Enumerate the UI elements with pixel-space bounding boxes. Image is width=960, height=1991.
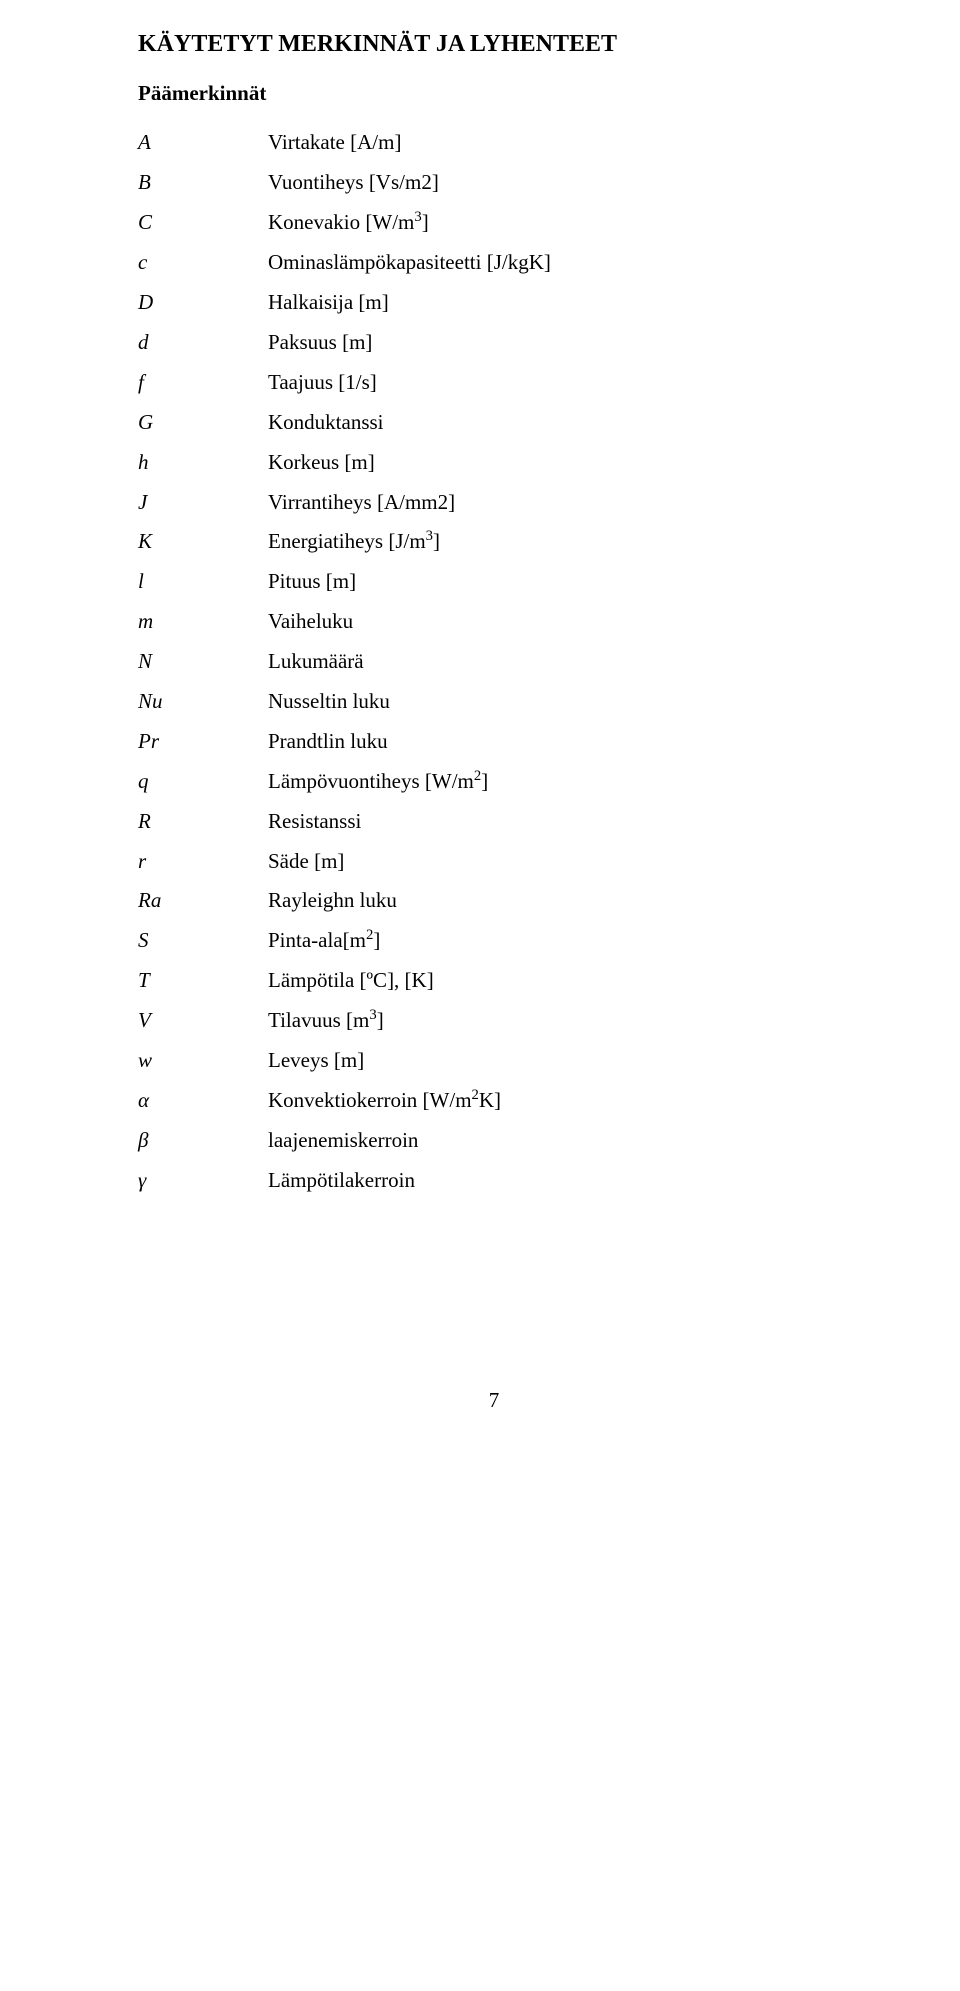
notation-row: RResistanssi <box>138 802 850 842</box>
notation-row: mVaiheluku <box>138 602 850 642</box>
description: Pinta-ala[m2] <box>268 921 850 961</box>
symbol: q <box>138 762 268 802</box>
notation-list: AVirtakate [A/m]BVuontiheys [Vs/m2]CKone… <box>138 123 850 1200</box>
symbol: f <box>138 363 268 403</box>
description: Lämpövuontiheys [W/m2] <box>268 762 850 802</box>
symbol: D <box>138 283 268 323</box>
notation-row: cOminaslämpökapasiteetti [J/kgK] <box>138 243 850 283</box>
description: Vuontiheys [Vs/m2] <box>268 163 850 203</box>
description: Halkaisija [m] <box>268 283 850 323</box>
notation-row: βlaajenemiskerroin <box>138 1121 850 1161</box>
symbol: G <box>138 403 268 443</box>
symbol: m <box>138 602 268 642</box>
symbol: d <box>138 323 268 363</box>
notation-row: qLämpövuontiheys [W/m2] <box>138 762 850 802</box>
description: Resistanssi <box>268 802 850 842</box>
description: Konvektiokerroin [W/m2K] <box>268 1081 850 1121</box>
notation-row: RaRayleighn luku <box>138 881 850 921</box>
symbol: γ <box>138 1161 268 1201</box>
notation-row: KEnergiatiheys [J/m3] <box>138 522 850 562</box>
description: Lämpötilakerroin <box>268 1161 850 1201</box>
symbol: T <box>138 961 268 1001</box>
notation-row: rSäde [m] <box>138 842 850 882</box>
symbol: K <box>138 522 268 562</box>
symbol: A <box>138 123 268 163</box>
symbol: r <box>138 842 268 882</box>
description: Vaiheluku <box>268 602 850 642</box>
notation-row: TLämpötila [ºC], [K] <box>138 961 850 1001</box>
description: laajenemiskerroin <box>268 1121 850 1161</box>
symbol: α <box>138 1081 268 1121</box>
symbol: Ra <box>138 881 268 921</box>
symbol: l <box>138 562 268 602</box>
symbol: c <box>138 243 268 283</box>
description: Tilavuus [m3] <box>268 1001 850 1041</box>
description: Taajuus [1/s] <box>268 363 850 403</box>
symbol: C <box>138 203 268 243</box>
notation-row: SPinta-ala[m2] <box>138 921 850 961</box>
description: Rayleighn luku <box>268 881 850 921</box>
notation-row: PrPrandtlin luku <box>138 722 850 762</box>
page-number: 7 <box>138 1381 850 1421</box>
notation-row: NLukumäärä <box>138 642 850 682</box>
section-subtitle: Päämerkinnät <box>138 74 850 114</box>
notation-row: lPituus [m] <box>138 562 850 602</box>
description: Ominaslämpökapasiteetti [J/kgK] <box>268 243 850 283</box>
symbol: V <box>138 1001 268 1041</box>
notation-row: NuNusseltin luku <box>138 682 850 722</box>
description: Virtakate [A/m] <box>268 123 850 163</box>
description: Virrantiheys [A/mm2] <box>268 483 850 523</box>
notation-row: γLämpötilakerroin <box>138 1161 850 1201</box>
symbol: Pr <box>138 722 268 762</box>
notation-row: fTaajuus [1/s] <box>138 363 850 403</box>
symbol: h <box>138 443 268 483</box>
notation-row: hKorkeus [m] <box>138 443 850 483</box>
description: Säde [m] <box>268 842 850 882</box>
notation-row: BVuontiheys [Vs/m2] <box>138 163 850 203</box>
notation-row: VTilavuus [m3] <box>138 1001 850 1041</box>
symbol: R <box>138 802 268 842</box>
notation-row: CKonevakio [W/m3] <box>138 203 850 243</box>
description: Lukumäärä <box>268 642 850 682</box>
notation-row: αKonvektiokerroin [W/m2K] <box>138 1081 850 1121</box>
notation-row: dPaksuus [m] <box>138 323 850 363</box>
symbol: Nu <box>138 682 268 722</box>
description: Leveys [m] <box>268 1041 850 1081</box>
notation-row: GKonduktanssi <box>138 403 850 443</box>
page-title: KÄYTETYT MERKINNÄT JA LYHENTEET <box>138 22 850 68</box>
description: Energiatiheys [J/m3] <box>268 522 850 562</box>
symbol: β <box>138 1121 268 1161</box>
description: Prandtlin luku <box>268 722 850 762</box>
notation-row: AVirtakate [A/m] <box>138 123 850 163</box>
notation-row: JVirrantiheys [A/mm2] <box>138 483 850 523</box>
description: Nusseltin luku <box>268 682 850 722</box>
symbol: J <box>138 483 268 523</box>
symbol: N <box>138 642 268 682</box>
description: Paksuus [m] <box>268 323 850 363</box>
notation-row: DHalkaisija [m] <box>138 283 850 323</box>
description: Korkeus [m] <box>268 443 850 483</box>
symbol: w <box>138 1041 268 1081</box>
description: Konevakio [W/m3] <box>268 203 850 243</box>
symbol: S <box>138 921 268 961</box>
description: Konduktanssi <box>268 403 850 443</box>
description: Pituus [m] <box>268 562 850 602</box>
symbol: B <box>138 163 268 203</box>
notation-row: wLeveys [m] <box>138 1041 850 1081</box>
description: Lämpötila [ºC], [K] <box>268 961 850 1001</box>
